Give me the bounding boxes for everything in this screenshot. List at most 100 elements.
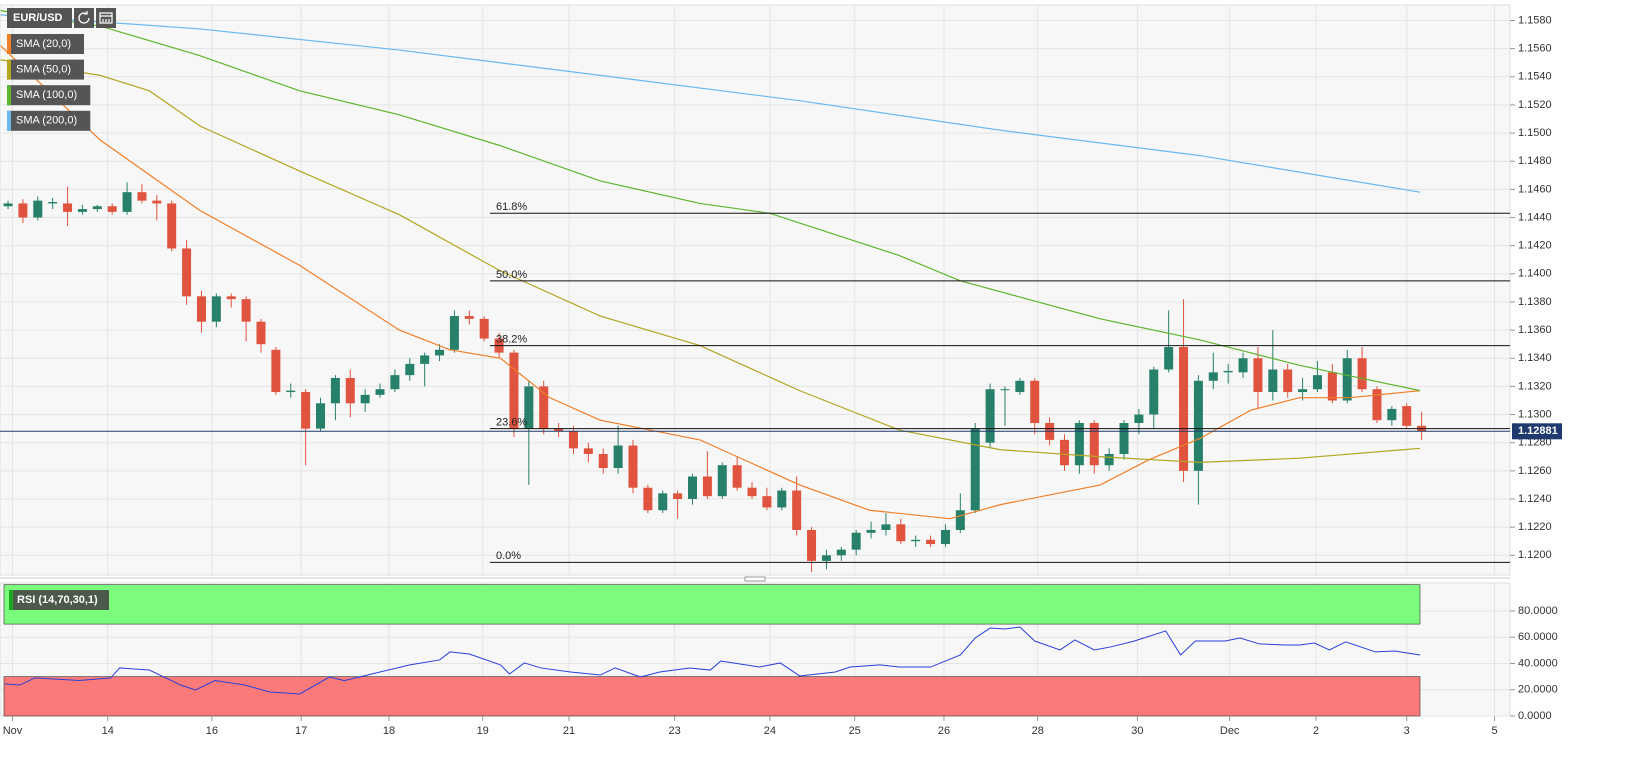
candle-body <box>182 248 192 297</box>
legend-box <box>7 59 84 80</box>
candle-body <box>792 490 802 530</box>
candle-body <box>1149 369 1159 415</box>
candle-body <box>107 206 117 212</box>
refresh-button[interactable] <box>74 8 94 28</box>
candle-body <box>955 510 965 530</box>
overlay: SMA (20,0) SMA (50,0) SMA (100,0) SMA (200,… <box>0 34 1562 610</box>
fib-label: 23.6% <box>496 417 527 429</box>
candle-body <box>479 318 489 339</box>
fib-label: 38.2% <box>496 333 527 345</box>
y-tick-label: 0.0000 <box>1518 710 1552 722</box>
y-tick-label: 1.1360 <box>1518 324 1552 336</box>
x-tick-label: 23 <box>669 725 681 737</box>
legend-box <box>7 34 84 54</box>
y-tick-label: 1.1220 <box>1518 521 1552 533</box>
sma-line <box>0 59 1421 464</box>
candle-body <box>1119 423 1129 454</box>
candle-body <box>1104 453 1114 466</box>
rsi-band <box>3 676 1421 717</box>
candle-body <box>658 493 668 511</box>
candle-body <box>821 555 831 561</box>
calendar-button[interactable] <box>96 8 116 28</box>
candle-body <box>539 386 549 429</box>
candle-body <box>211 296 221 322</box>
y-tick-label: 1.1380 <box>1518 296 1552 308</box>
x-tick-label: 25 <box>849 725 861 737</box>
candle-body <box>628 445 638 488</box>
fib-label: 61.8% <box>496 201 527 213</box>
x-tick-label: 14 <box>102 725 114 737</box>
candle-body <box>583 448 593 454</box>
candle-body <box>1327 372 1337 401</box>
candle-body <box>241 299 251 322</box>
calendar-icon <box>99 12 113 24</box>
candle-body <box>762 496 772 508</box>
candle-body <box>435 349 445 356</box>
y-tick-label: 1.1420 <box>1518 240 1552 252</box>
x-tick-label: 21 <box>563 725 575 737</box>
candle-body <box>1387 408 1397 421</box>
candle-body <box>1268 369 1278 393</box>
candle-body <box>509 352 519 429</box>
marks <box>0 10 1427 717</box>
y-tick-label: 1.1200 <box>1518 549 1552 561</box>
candle-body <box>420 355 430 364</box>
rsi-line <box>5 626 1421 695</box>
candle-body <box>77 209 87 212</box>
candle-body <box>807 529 817 561</box>
y-tick-label: 1.1540 <box>1518 71 1552 83</box>
candle-body <box>881 524 891 530</box>
candle-body <box>702 476 712 497</box>
x-tick-label: 18 <box>383 725 395 737</box>
candle-body <box>1238 358 1248 373</box>
candle-body <box>1015 380 1025 393</box>
candle-body <box>1089 423 1099 466</box>
legend-label: SMA (200,0) <box>16 115 77 127</box>
legend-swatch <box>7 59 11 80</box>
legend: EUR/USD <box>7 8 116 28</box>
candle-body <box>271 349 281 393</box>
candle-body <box>1134 414 1144 423</box>
candle-body <box>1193 380 1203 471</box>
y-tick-label: 1.1500 <box>1518 127 1552 139</box>
legend-swatch <box>7 110 11 131</box>
candle-body <box>1208 372 1218 381</box>
candle-body <box>48 202 58 204</box>
candle-body <box>390 375 400 390</box>
y-tick-label: 1.1580 <box>1518 14 1552 26</box>
x-tick-label: 17 <box>295 725 307 737</box>
symbol-box[interactable] <box>7 8 72 28</box>
x-tick-label: 5 <box>1491 725 1497 737</box>
candle-body <box>554 428 564 432</box>
sma-line <box>0 10 1421 392</box>
candle-body <box>836 549 846 556</box>
x-tick-label: 2 <box>1313 725 1319 737</box>
legend-swatch <box>7 85 11 106</box>
rsi-label-box <box>9 590 109 610</box>
legend-swatch <box>7 34 11 54</box>
legend-label: SMA (50,0) <box>16 64 71 76</box>
legend-box <box>7 85 91 106</box>
candle-body <box>985 389 995 443</box>
candle-body <box>1030 380 1040 423</box>
price-panel <box>0 4 1511 576</box>
y-tick-label: 1.1320 <box>1518 380 1552 392</box>
candle-body <box>152 200 162 204</box>
candle-body <box>524 386 534 429</box>
grid: Nov 14 16 17 18 19 21 23 24 25 26 28 30 Dec 2 3 51.12001… <box>0 5 1558 737</box>
x-tick-label: 24 <box>764 725 776 737</box>
candle-body <box>926 539 936 545</box>
candle-body <box>405 363 415 376</box>
candle-body <box>970 428 980 511</box>
candle-body <box>777 490 787 508</box>
y-tick-label: 80.0000 <box>1518 605 1558 617</box>
candle-body <box>286 390 296 393</box>
candle-body <box>1074 423 1084 466</box>
candle-body <box>226 296 236 300</box>
resize-handle[interactable] <box>744 576 766 582</box>
candle-body <box>732 465 742 488</box>
legend-label: SMA (100,0) <box>16 89 77 101</box>
sma-line <box>0 14 1421 193</box>
y-tick-label: 1.1240 <box>1518 493 1552 505</box>
candle-body <box>1357 358 1367 390</box>
